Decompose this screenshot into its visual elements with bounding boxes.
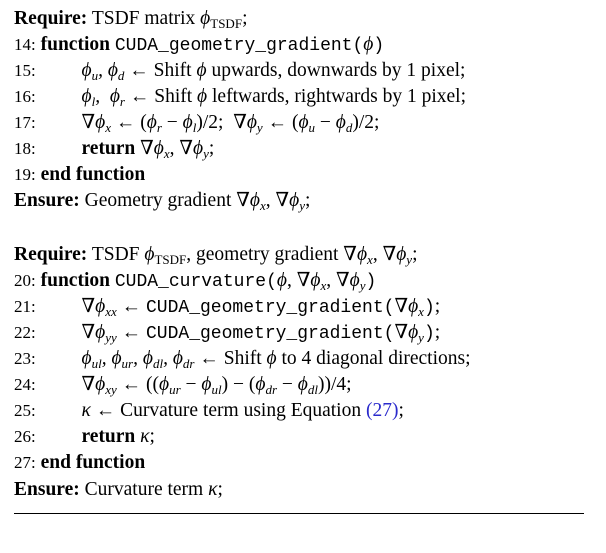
require-keyword: Require: <box>14 8 88 29</box>
line-24: 24: ∇ϕxy ← ((ϕur − ϕul) − (ϕdr − ϕdl))/4… <box>14 374 352 397</box>
equation-reference-link[interactable]: (27) <box>365 400 399 421</box>
function-keyword: function <box>40 34 110 55</box>
line-22: 22: ∇ϕyy ← CUDA_geometry_gradient(∇ϕy); <box>14 322 441 345</box>
require-text: TSDF ϕTSDF, geometry gradient ∇ϕx, ∇ϕy; <box>91 244 418 267</box>
line-number: 20: <box>14 271 36 290</box>
line-23: 23: ϕul, ϕur, ϕdl, ϕdr ← Shift ϕ to 4 di… <box>14 348 471 371</box>
ensure-keyword: Ensure: <box>14 479 80 500</box>
ensure-line-1: Ensure: Geometry gradient ∇ϕx, ∇ϕy; <box>14 188 310 214</box>
line-14: 14: function CUDA_geometry_gradient(ϕ) <box>14 34 385 56</box>
line-number: 21: <box>14 297 36 316</box>
line-number: 17: <box>14 113 36 132</box>
require-line-1: Require: TSDF matrix ϕTSDF; <box>14 6 247 32</box>
ensure-text: Curvature term κ; <box>84 479 223 500</box>
line-17: 17: ∇ϕx ← (ϕr − ϕl)/2; ∇ϕy ← (ϕu − ϕd)/2… <box>14 112 380 135</box>
require-keyword: Require: <box>14 244 88 265</box>
algorithm-block: Require: TSDF matrix ϕTSDF; 14: function… <box>14 0 584 553</box>
require-line-2: Require: TSDF ϕTSDF, geometry gradient ∇… <box>14 242 417 268</box>
line-number: 24: <box>14 375 36 394</box>
line-27: 27: end function <box>14 450 145 476</box>
line-number: 27: <box>14 453 36 472</box>
line-number: 18: <box>14 139 36 158</box>
line-21: 21: ∇ϕxx ← CUDA_geometry_gradient(∇ϕx); <box>14 296 441 319</box>
line-number: 23: <box>14 349 36 368</box>
function-name: CUDA_geometry_gradient( <box>114 36 364 56</box>
line-19: 19: end function <box>14 162 145 188</box>
line-20: 20: function CUDA_curvature(ϕ, ∇ϕx, ∇ϕy) <box>14 270 377 293</box>
line-number: 14: <box>14 35 36 54</box>
line-16: 16: ϕl, ϕr ← Shift ϕ leftwards, rightwar… <box>14 86 467 109</box>
ensure-keyword: Ensure: <box>14 190 80 211</box>
line-number: 26: <box>14 427 36 446</box>
line-number: 19: <box>14 165 36 184</box>
line-18: 18: return ∇ϕx, ∇ϕy; <box>14 138 215 161</box>
line-25: 25: κ ← Curvature term using Equation (2… <box>14 398 404 424</box>
line-26: 26: return κ; <box>14 424 155 450</box>
line-15: 15: ϕu, ϕd ← Shift ϕ upwards, downwards … <box>14 60 466 83</box>
line-number: 25: <box>14 401 36 420</box>
line-number: 16: <box>14 87 36 106</box>
ensure-line-2: Ensure: Curvature term κ; <box>14 477 223 503</box>
line-number: 22: <box>14 323 36 342</box>
bottom-rule <box>14 513 584 514</box>
line-number: 15: <box>14 61 36 80</box>
ensure-text: Geometry gradient ∇ϕx, ∇ϕy; <box>84 190 311 213</box>
require-text: TSDF matrix ϕTSDF; <box>91 8 248 31</box>
